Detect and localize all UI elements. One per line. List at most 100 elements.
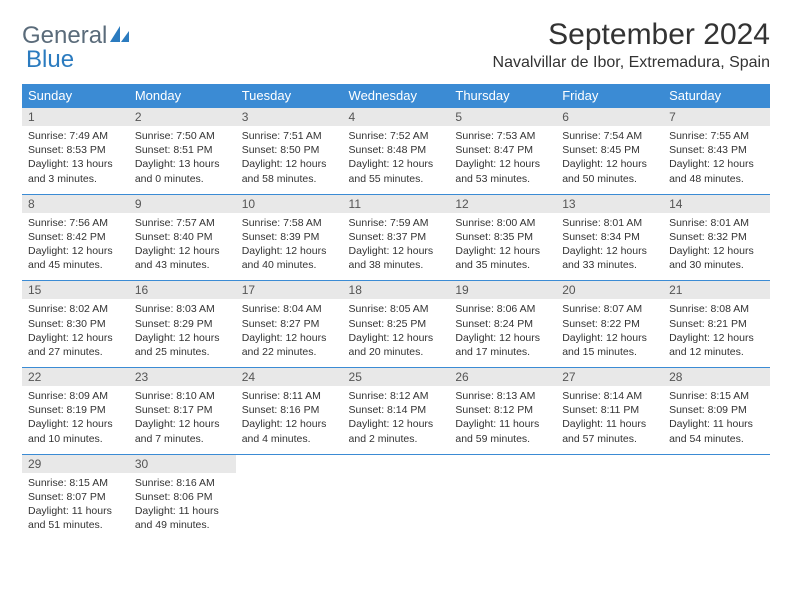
day-cell [449,454,556,540]
day-details: Sunrise: 8:00 AMSunset: 8:35 PMDaylight:… [449,213,556,281]
day-cell: 1Sunrise: 7:49 AMSunset: 8:53 PMDaylight… [22,108,129,195]
dayname-wed: Wednesday [343,84,450,108]
day-cell: 30Sunrise: 8:16 AMSunset: 8:06 PMDayligh… [129,454,236,540]
day-details: Sunrise: 7:55 AMSunset: 8:43 PMDaylight:… [663,126,770,194]
day-cell: 19Sunrise: 8:06 AMSunset: 8:24 PMDayligh… [449,281,556,368]
dayname-sun: Sunday [22,84,129,108]
day-details: Sunrise: 8:01 AMSunset: 8:32 PMDaylight:… [663,213,770,281]
day-number: 23 [129,368,236,386]
day-details: Sunrise: 7:51 AMSunset: 8:50 PMDaylight:… [236,126,343,194]
day-details: Sunrise: 7:56 AMSunset: 8:42 PMDaylight:… [22,213,129,281]
day-number: 12 [449,195,556,213]
day-number: 15 [22,281,129,299]
day-details: Sunrise: 8:13 AMSunset: 8:12 PMDaylight:… [449,386,556,454]
day-details: Sunrise: 8:01 AMSunset: 8:34 PMDaylight:… [556,213,663,281]
day-details: Sunrise: 8:12 AMSunset: 8:14 PMDaylight:… [343,386,450,454]
day-cell [236,454,343,540]
day-cell: 16Sunrise: 8:03 AMSunset: 8:29 PMDayligh… [129,281,236,368]
day-cell [343,454,450,540]
day-number: 26 [449,368,556,386]
day-number: 4 [343,108,450,126]
day-cell [663,454,770,540]
day-number: 10 [236,195,343,213]
day-cell: 29Sunrise: 8:15 AMSunset: 8:07 PMDayligh… [22,454,129,540]
day-details: Sunrise: 7:53 AMSunset: 8:47 PMDaylight:… [449,126,556,194]
day-number: 17 [236,281,343,299]
day-cell: 21Sunrise: 8:08 AMSunset: 8:21 PMDayligh… [663,281,770,368]
day-number: 3 [236,108,343,126]
day-details: Sunrise: 7:49 AMSunset: 8:53 PMDaylight:… [22,126,129,194]
day-cell: 17Sunrise: 8:04 AMSunset: 8:27 PMDayligh… [236,281,343,368]
day-cell: 23Sunrise: 8:10 AMSunset: 8:17 PMDayligh… [129,368,236,455]
day-cell: 4Sunrise: 7:52 AMSunset: 8:48 PMDaylight… [343,108,450,195]
week-row: 29Sunrise: 8:15 AMSunset: 8:07 PMDayligh… [22,454,770,540]
day-number: 11 [343,195,450,213]
day-header-row: Sunday Monday Tuesday Wednesday Thursday… [22,84,770,108]
week-row: 22Sunrise: 8:09 AMSunset: 8:19 PMDayligh… [22,368,770,455]
day-details: Sunrise: 7:58 AMSunset: 8:39 PMDaylight:… [236,213,343,281]
day-cell: 20Sunrise: 8:07 AMSunset: 8:22 PMDayligh… [556,281,663,368]
day-details: Sunrise: 8:11 AMSunset: 8:16 PMDaylight:… [236,386,343,454]
day-number: 13 [556,195,663,213]
day-cell: 11Sunrise: 7:59 AMSunset: 8:37 PMDayligh… [343,194,450,281]
day-cell: 14Sunrise: 8:01 AMSunset: 8:32 PMDayligh… [663,194,770,281]
day-details: Sunrise: 8:10 AMSunset: 8:17 PMDaylight:… [129,386,236,454]
day-cell: 15Sunrise: 8:02 AMSunset: 8:30 PMDayligh… [22,281,129,368]
day-details: Sunrise: 7:52 AMSunset: 8:48 PMDaylight:… [343,126,450,194]
day-cell: 9Sunrise: 7:57 AMSunset: 8:40 PMDaylight… [129,194,236,281]
day-cell: 7Sunrise: 7:55 AMSunset: 8:43 PMDaylight… [663,108,770,195]
day-details: Sunrise: 7:59 AMSunset: 8:37 PMDaylight:… [343,213,450,281]
week-row: 15Sunrise: 8:02 AMSunset: 8:30 PMDayligh… [22,281,770,368]
dayname-thu: Thursday [449,84,556,108]
day-details: Sunrise: 8:03 AMSunset: 8:29 PMDaylight:… [129,299,236,367]
day-number: 16 [129,281,236,299]
day-cell [556,454,663,540]
dayname-tue: Tuesday [236,84,343,108]
day-number: 20 [556,281,663,299]
day-cell: 10Sunrise: 7:58 AMSunset: 8:39 PMDayligh… [236,194,343,281]
day-cell: 22Sunrise: 8:09 AMSunset: 8:19 PMDayligh… [22,368,129,455]
day-cell: 18Sunrise: 8:05 AMSunset: 8:25 PMDayligh… [343,281,450,368]
day-cell: 6Sunrise: 7:54 AMSunset: 8:45 PMDaylight… [556,108,663,195]
day-number: 6 [556,108,663,126]
week-row: 8Sunrise: 7:56 AMSunset: 8:42 PMDaylight… [22,194,770,281]
day-cell: 26Sunrise: 8:13 AMSunset: 8:12 PMDayligh… [449,368,556,455]
day-cell: 5Sunrise: 7:53 AMSunset: 8:47 PMDaylight… [449,108,556,195]
day-number: 9 [129,195,236,213]
dayname-mon: Monday [129,84,236,108]
day-number: 30 [129,455,236,473]
day-number: 22 [22,368,129,386]
day-number: 14 [663,195,770,213]
day-number: 7 [663,108,770,126]
day-number: 27 [556,368,663,386]
day-details: Sunrise: 8:05 AMSunset: 8:25 PMDaylight:… [343,299,450,367]
day-cell: 12Sunrise: 8:00 AMSunset: 8:35 PMDayligh… [449,194,556,281]
day-details: Sunrise: 7:50 AMSunset: 8:51 PMDaylight:… [129,126,236,194]
day-cell: 8Sunrise: 7:56 AMSunset: 8:42 PMDaylight… [22,194,129,281]
day-details: Sunrise: 8:14 AMSunset: 8:11 PMDaylight:… [556,386,663,454]
day-number: 18 [343,281,450,299]
calendar-table: Sunday Monday Tuesday Wednesday Thursday… [22,84,770,540]
day-number: 5 [449,108,556,126]
day-details: Sunrise: 7:57 AMSunset: 8:40 PMDaylight:… [129,213,236,281]
day-details: Sunrise: 8:07 AMSunset: 8:22 PMDaylight:… [556,299,663,367]
day-details: Sunrise: 8:09 AMSunset: 8:19 PMDaylight:… [22,386,129,454]
day-number: 8 [22,195,129,213]
logo-sail-icon [109,25,131,43]
day-details: Sunrise: 8:08 AMSunset: 8:21 PMDaylight:… [663,299,770,367]
day-details: Sunrise: 7:54 AMSunset: 8:45 PMDaylight:… [556,126,663,194]
day-number: 19 [449,281,556,299]
dayname-fri: Friday [556,84,663,108]
day-number: 28 [663,368,770,386]
day-cell: 24Sunrise: 8:11 AMSunset: 8:16 PMDayligh… [236,368,343,455]
day-number: 24 [236,368,343,386]
dayname-sat: Saturday [663,84,770,108]
day-details: Sunrise: 8:04 AMSunset: 8:27 PMDaylight:… [236,299,343,367]
logo-text-blue: Blue [26,46,74,74]
location-text: Navalvillar de Ibor, Extremadura, Spain [493,54,770,72]
day-number: 2 [129,108,236,126]
day-cell: 27Sunrise: 8:14 AMSunset: 8:11 PMDayligh… [556,368,663,455]
day-details: Sunrise: 8:16 AMSunset: 8:06 PMDaylight:… [129,473,236,541]
day-number: 21 [663,281,770,299]
day-number: 1 [22,108,129,126]
